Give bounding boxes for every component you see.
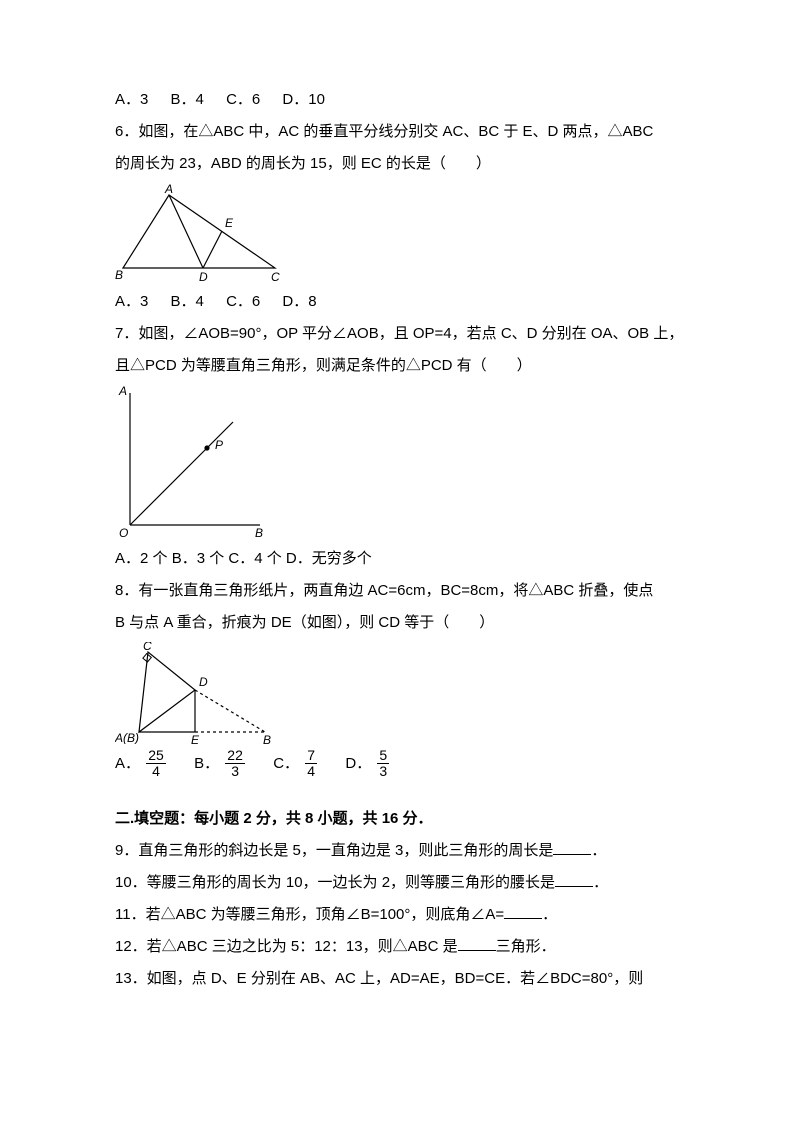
q7-label-B: B [255, 526, 263, 540]
q7-options: A．2 个 B．3 个 C．4 个 D．无穷多个 [115, 544, 685, 574]
q9: 9．直角三角形的斜边长是 5，一直角边是 3，则此三角形的周长是． [115, 836, 685, 866]
q6-label-D: D [199, 270, 208, 283]
q6-options: A．3 B．4 C．6 D．8 [115, 287, 685, 317]
q6-opt-d: D．8 [282, 293, 316, 310]
q11-blank [504, 918, 542, 919]
q8-opt-b-letter: B． [194, 755, 219, 772]
q8-opt-c-letter: C． [273, 755, 299, 772]
q8-label-D: D [199, 675, 208, 689]
q6-line1: 6．如图，在△ABC 中，AC 的垂直平分线分别交 AC、BC 于 E、D 两点… [115, 117, 685, 147]
q11: 11．若△ABC 为等腰三角形，顶角∠B=100°，则底角∠A=． [115, 900, 685, 930]
q12: 12．若△ABC 三边之比为 5：12：13，则△ABC 是三角形． [115, 932, 685, 962]
q7-line1: 7．如图，∠AOB=90°，OP 平分∠AOB，且 OP=4，若点 C、D 分别… [115, 319, 685, 349]
q5-opt-d: D．10 [282, 91, 325, 108]
q13: 13．如图，点 D、E 分别在 AB、AC 上，AD=AE，BD=CE．若∠BD… [115, 964, 685, 994]
q6-label-C: C [271, 270, 280, 283]
q8-options: A． 25 4 B． 22 3 C． 7 4 D． 5 3 [115, 748, 685, 780]
q5-options: A．3 B．4 C．6 D．10 [115, 85, 685, 115]
q8-opt-a-letter: A． [115, 755, 140, 772]
q8-label-AB: A(B) [115, 731, 139, 744]
q8-line1: 8．有一张直角三角形纸片，两直角边 AC=6cm，BC=8cm，将△ABC 折叠… [115, 576, 685, 606]
q12-blank [458, 950, 496, 951]
q8-frac-a: 25 4 [146, 748, 166, 780]
q6-line2: 的周长为 23，ABD 的周长为 15，则 EC 的长是（ ） [115, 149, 685, 179]
q8-label-E: E [191, 733, 200, 744]
q7-opt-c: C．4 个 [228, 550, 281, 567]
section2-title: 二.填空题：每小题 2 分，共 8 小题，共 16 分． [115, 804, 685, 834]
q7-label-P: P [215, 438, 223, 452]
q6-label-B: B [115, 268, 123, 282]
q8-frac-b: 22 3 [225, 748, 245, 780]
q6-figure: A B D C E [115, 183, 685, 283]
q5-opt-b: B．4 [171, 91, 204, 108]
q10: 10．等腰三角形的周长为 10，一边长为 2，则等腰三角形的腰长是． [115, 868, 685, 898]
q7-opt-d: D．无穷多个 [286, 550, 372, 567]
q7-opt-b: B．3 个 [172, 550, 225, 567]
q5-opt-c: C．6 [226, 91, 260, 108]
q10-blank [555, 886, 593, 887]
q9-blank [553, 854, 591, 855]
q8-frac-c: 7 4 [305, 748, 317, 780]
q7-opt-a: A．2 个 [115, 550, 168, 567]
q7-label-A: A [118, 385, 127, 398]
q7-line2: 且△PCD 为等腰直角三角形，则满足条件的△PCD 有（ ） [115, 351, 685, 381]
q6-label-E: E [225, 216, 234, 230]
q6-opt-a: A．3 [115, 293, 148, 310]
q8-figure: C D A(B) E B [115, 642, 685, 744]
q6-opt-b: B．4 [171, 293, 204, 310]
q7-figure: A O B P [115, 385, 685, 540]
q8-line2: B 与点 A 重合，折痕为 DE（如图），则 CD 等于（ ） [115, 608, 685, 638]
q6-label-A: A [164, 183, 173, 196]
q6-opt-c: C．6 [226, 293, 260, 310]
q8-frac-d: 5 3 [377, 748, 389, 780]
q8-label-C: C [143, 642, 152, 653]
q7-label-O: O [119, 526, 128, 540]
q8-label-B: B [263, 733, 271, 744]
q8-opt-d-letter: D． [345, 755, 371, 772]
q5-opt-a: A．3 [115, 91, 148, 108]
